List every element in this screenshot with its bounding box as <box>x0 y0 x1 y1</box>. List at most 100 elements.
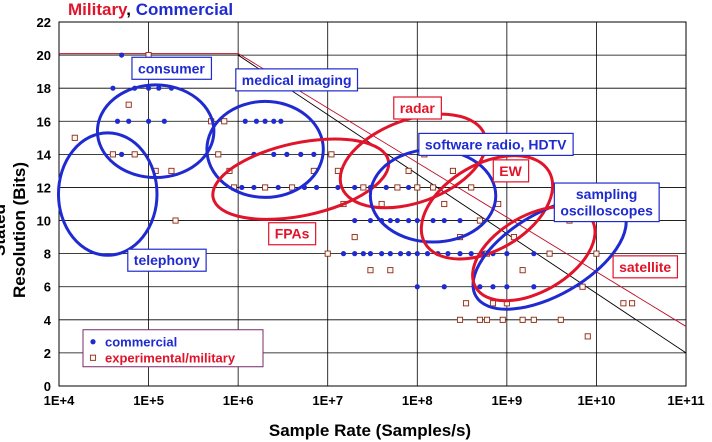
region-label: telephony <box>134 252 200 268</box>
commercial-point <box>360 251 366 257</box>
military-point <box>468 184 475 191</box>
region-label-box <box>418 132 574 156</box>
commercial-point <box>531 251 537 257</box>
commercial-point <box>441 217 447 224</box>
military-point <box>519 316 526 323</box>
region-ew <box>419 154 555 261</box>
military-point <box>405 167 412 174</box>
commercial-point <box>406 217 412 224</box>
commercial-point <box>271 151 277 157</box>
header-separator: , <box>126 0 136 19</box>
x-tick-label: 1E+6 <box>223 393 254 408</box>
military-point <box>593 250 600 257</box>
military-point <box>499 316 506 323</box>
commercial-point <box>352 184 358 191</box>
x-tick-label: 1E+9 <box>491 393 522 408</box>
y-tick-label: 22 <box>37 15 51 30</box>
region-label: oscilloscopes <box>560 203 653 219</box>
commercial-point <box>284 151 290 157</box>
x-tick-label: 1E+4 <box>44 393 75 408</box>
military-point <box>221 118 228 125</box>
commercial-point <box>441 284 447 290</box>
y-axis-label: Stated Resolution (Bits) <box>0 162 29 298</box>
y-tick-label: 20 <box>37 48 51 63</box>
commercial-point <box>430 217 436 224</box>
commercial-point <box>424 251 431 257</box>
region-label-box <box>127 248 207 272</box>
y-tick-label: 8 <box>44 247 51 262</box>
commercial-point <box>114 118 121 124</box>
x-tick-label: 1E+5 <box>133 393 164 408</box>
military-point <box>519 267 526 274</box>
military-point <box>289 184 296 191</box>
commercial-point <box>367 251 374 257</box>
commercial-point <box>119 52 125 58</box>
military-point <box>483 316 491 323</box>
commercial-point <box>313 184 320 191</box>
military-point <box>476 217 483 224</box>
region-label: consumer <box>138 60 205 76</box>
commercial-point <box>335 184 341 191</box>
region-label: EW <box>499 163 522 179</box>
commercial-point <box>352 251 358 257</box>
military-point <box>387 267 394 274</box>
commercial-point <box>340 251 347 257</box>
x-tick-label: 1E+10 <box>577 393 615 408</box>
y-tick-label: 18 <box>37 81 51 96</box>
x-tick-label: 1E+11 <box>667 393 704 408</box>
region-label-box <box>553 182 660 223</box>
military-point <box>215 151 222 158</box>
y-tick-label: 2 <box>44 346 51 361</box>
military-point <box>360 184 367 191</box>
commercial-point <box>145 118 152 124</box>
legend-label: experimental/military <box>105 351 236 366</box>
x-tick-label: 1E+7 <box>312 393 343 408</box>
military-point <box>530 316 537 323</box>
commercial-point <box>468 251 474 257</box>
commercial-point <box>119 151 125 157</box>
region-label: satellite <box>619 259 671 275</box>
military-point <box>629 300 636 307</box>
chart-header: Military, Commercial <box>68 0 233 20</box>
commercial-point <box>271 118 277 124</box>
commercial-point <box>352 217 358 224</box>
commercial-point <box>531 284 537 290</box>
commercial-point <box>387 251 393 257</box>
commercial-point <box>145 85 152 91</box>
military-point <box>262 184 269 191</box>
y-tick-label: 6 <box>44 280 51 295</box>
commercial-point <box>477 284 483 290</box>
military-point <box>324 250 331 257</box>
military-point <box>456 316 464 323</box>
commercial-point <box>445 251 451 257</box>
region-label: software radio, HDTV <box>425 136 567 152</box>
military-point <box>109 151 116 158</box>
commercial-point <box>414 251 420 257</box>
military-point <box>476 316 483 323</box>
header-military: Military <box>68 0 127 19</box>
military-point <box>378 200 385 208</box>
region-label-box <box>235 68 359 92</box>
military-point <box>449 167 456 174</box>
commercial-point <box>504 251 510 257</box>
legend-marker-commercial <box>90 339 96 345</box>
y-tick-label: 16 <box>37 114 51 129</box>
commercial-point <box>161 118 167 124</box>
region-label: FPAs <box>275 226 310 242</box>
commercial-point <box>298 151 304 157</box>
commercial-point <box>504 284 510 290</box>
military-point <box>579 283 586 290</box>
commercial-point <box>110 85 116 91</box>
military-point <box>367 267 374 274</box>
commercial-point <box>394 217 401 224</box>
military-point <box>328 151 335 158</box>
commercial-point <box>406 184 412 191</box>
region-label-box <box>612 255 679 279</box>
military-point <box>620 300 627 307</box>
region-fpas <box>211 137 391 221</box>
military-point <box>168 167 175 174</box>
military-point <box>414 184 421 191</box>
commercial-point <box>457 251 463 257</box>
commercial-point <box>414 217 420 224</box>
commercial-point <box>414 284 420 290</box>
